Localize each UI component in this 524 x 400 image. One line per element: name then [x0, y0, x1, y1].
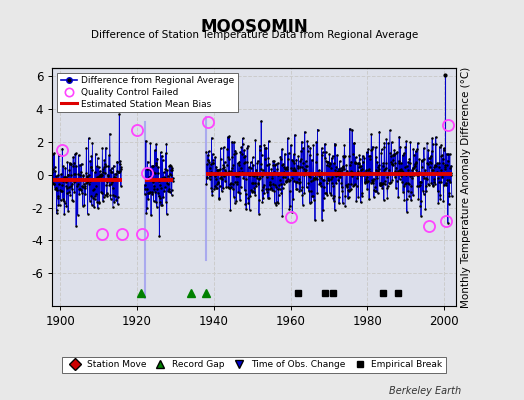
- Legend: Station Move, Record Gap, Time of Obs. Change, Empirical Break: Station Move, Record Gap, Time of Obs. C…: [62, 357, 446, 373]
- Y-axis label: Monthly Temperature Anomaly Difference (°C): Monthly Temperature Anomaly Difference (…: [462, 66, 472, 308]
- Text: MOOSOMIN: MOOSOMIN: [200, 18, 308, 36]
- Text: Difference of Station Temperature Data from Regional Average: Difference of Station Temperature Data f…: [91, 30, 418, 40]
- Text: Berkeley Earth: Berkeley Earth: [389, 386, 461, 396]
